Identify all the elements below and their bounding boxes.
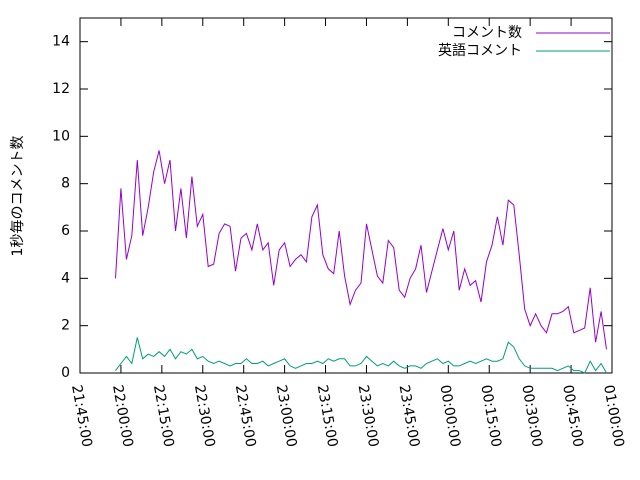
legend-label: コメント数 <box>452 25 522 41</box>
x-tick-label: 00:30:00 <box>518 384 545 449</box>
y-tick-label: 14 <box>52 34 70 50</box>
x-tick-label: 22:30:00 <box>191 384 218 449</box>
series-line <box>115 150 607 350</box>
x-tick-label: 00:45:00 <box>559 384 586 449</box>
y-tick-label: 10 <box>52 128 70 144</box>
x-tick-label: 22:45:00 <box>232 384 259 449</box>
x-tick-label: 23:45:00 <box>396 384 423 449</box>
y-tick-label: 6 <box>61 223 70 239</box>
x-tick-label: 23:15:00 <box>314 384 341 449</box>
y-axis-label: 1秒毎のコメント数 <box>10 136 26 257</box>
y-tick-label: 2 <box>61 318 70 334</box>
x-tick-label: 23:00:00 <box>273 384 300 449</box>
x-tick-label: 22:00:00 <box>109 384 136 449</box>
legend-label: 英語コメント <box>438 42 522 59</box>
series-line <box>115 337 607 374</box>
plot-frame <box>79 17 613 374</box>
x-tick-label: 01:00:00 <box>600 384 627 449</box>
x-tick-label: 23:30:00 <box>355 384 382 449</box>
y-tick-label: 12 <box>52 81 70 97</box>
x-tick-label: 22:15:00 <box>150 384 177 449</box>
x-tick-label: 00:00:00 <box>436 384 463 449</box>
y-tick-label: 8 <box>61 176 70 192</box>
y-tick-label: 0 <box>61 365 70 381</box>
x-tick-label: 21:45:00 <box>68 384 95 449</box>
x-tick-label: 00:15:00 <box>477 384 504 449</box>
y-tick-label: 4 <box>61 270 70 286</box>
